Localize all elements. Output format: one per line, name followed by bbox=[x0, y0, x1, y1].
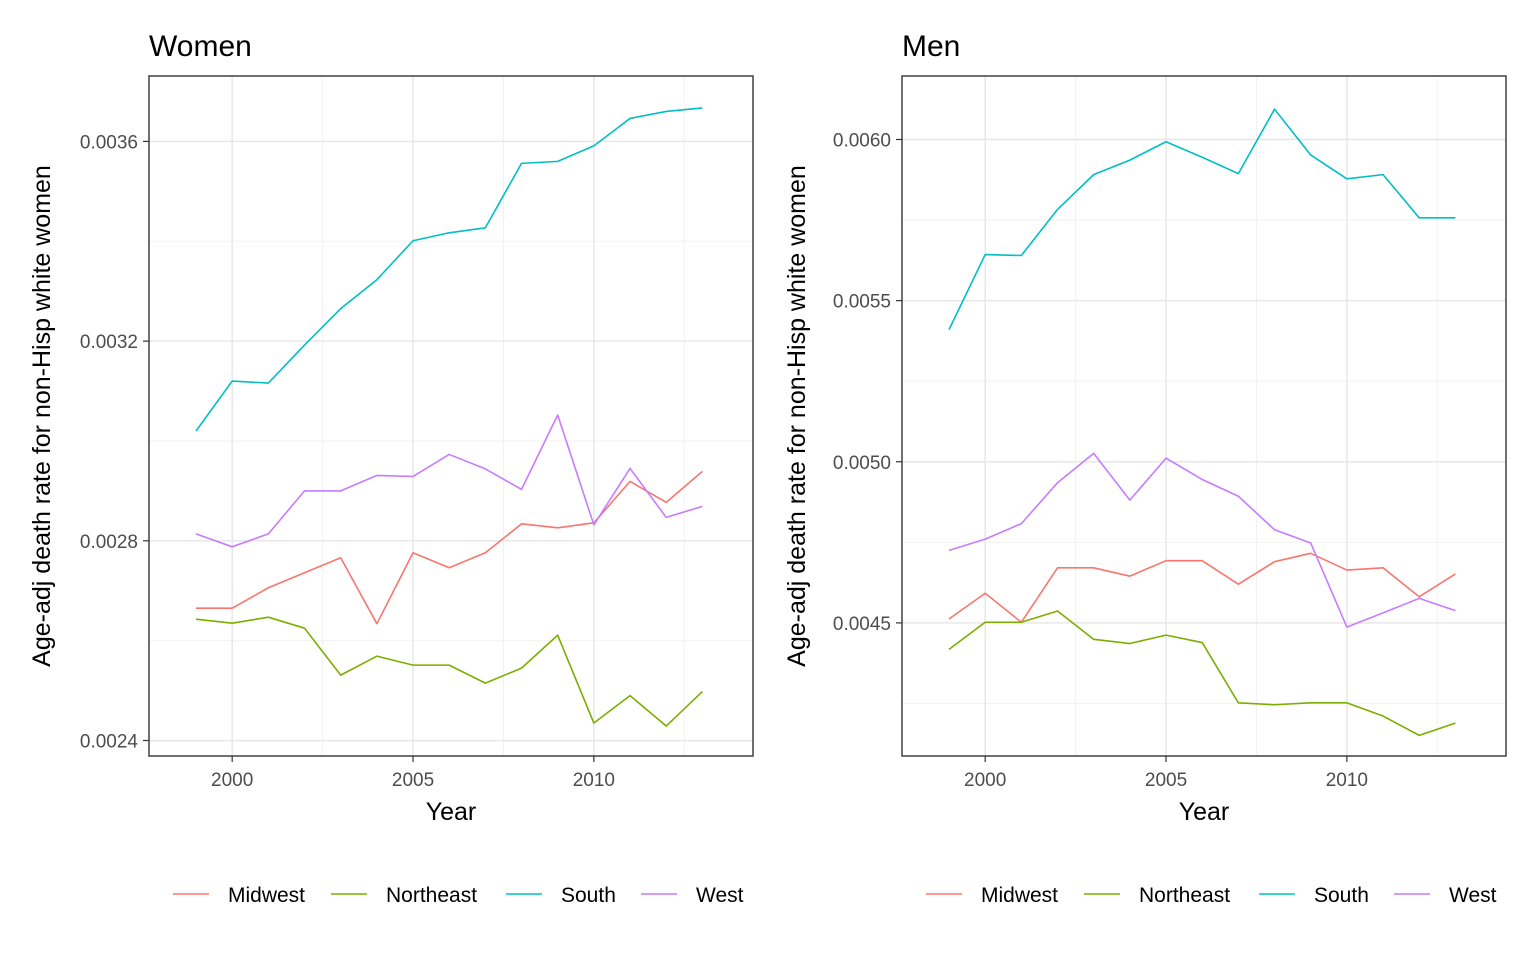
series-line-midwest bbox=[196, 470, 703, 625]
legend: Midwest Northeast South West bbox=[926, 884, 1497, 907]
series-line-west bbox=[948, 452, 1456, 628]
x-axis-label: Year bbox=[426, 798, 477, 826]
panel-title: Men bbox=[902, 30, 960, 63]
panel-women: 2000 2005 2010 0.0024 0.0028 0.0032 0.0036 Wome… bbox=[28, 30, 754, 907]
legend-label-south: South bbox=[561, 884, 616, 907]
x-tick-label: 2005 bbox=[1145, 770, 1187, 791]
y-axis-label: Age-adj death rate for non-Hisp white wo… bbox=[783, 165, 811, 667]
series-line-west bbox=[195, 414, 703, 548]
y-axis-label: Age-adj death rate for non-Hisp white wo… bbox=[28, 165, 56, 667]
series-line-midwest bbox=[948, 552, 1456, 624]
legend-label-northeast: Northeast bbox=[386, 884, 477, 907]
y-tick-label: 0.0024 bbox=[80, 732, 139, 753]
series-line-northeast bbox=[948, 610, 1456, 737]
y-tick-label: 0.0036 bbox=[80, 132, 138, 153]
y-tick-label: 0.0045 bbox=[833, 614, 891, 635]
y-tick-label: 0.0028 bbox=[80, 532, 138, 553]
x-tick-label: 2000 bbox=[964, 770, 1006, 791]
panel-title: Women bbox=[149, 30, 252, 63]
y-tick-label: 0.0060 bbox=[833, 130, 891, 151]
x-tick-label: 2005 bbox=[392, 770, 434, 791]
panel-border bbox=[148, 75, 754, 757]
x-tick-label: 2000 bbox=[211, 770, 253, 791]
x-tick-label: 2010 bbox=[1326, 770, 1368, 791]
y-tick-label: 0.0050 bbox=[833, 453, 891, 474]
legend-label-south: South bbox=[1314, 884, 1369, 907]
panel-men: 2000 2005 2010 0.0045 0.0050 0.0055 0.0060 Men Y… bbox=[783, 30, 1507, 907]
series-line-northeast bbox=[195, 616, 703, 727]
series-line-south bbox=[195, 107, 703, 432]
y-tick-label: 0.0055 bbox=[833, 292, 891, 313]
panel-border bbox=[901, 75, 1507, 757]
y-tick-label: 0.0032 bbox=[80, 332, 138, 353]
legend: Midwest Northeast South West bbox=[173, 884, 744, 907]
x-tick-label: 2010 bbox=[573, 770, 615, 791]
legend-label-midwest: Midwest bbox=[981, 884, 1058, 907]
legend-label-west: West bbox=[1449, 884, 1497, 907]
legend-label-midwest: Midwest bbox=[228, 884, 305, 907]
legend-label-northeast: Northeast bbox=[1139, 884, 1230, 907]
legend-label-west: West bbox=[696, 884, 744, 907]
x-axis-label: Year bbox=[1179, 798, 1230, 826]
series-line-south bbox=[948, 108, 1456, 330]
